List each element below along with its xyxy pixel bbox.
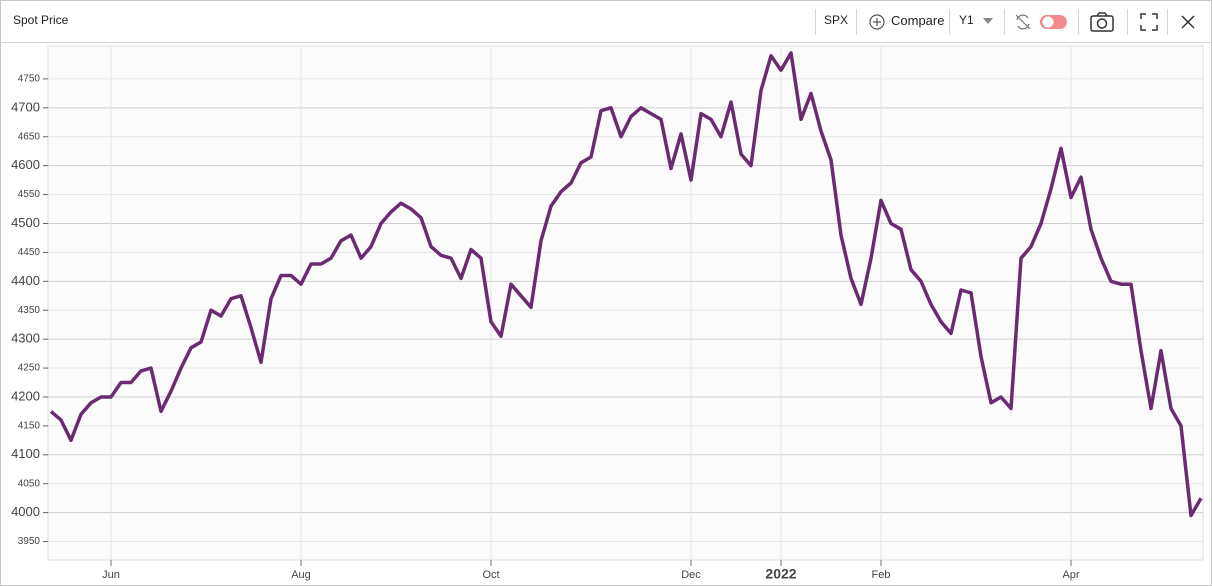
x-tick-label: Jun [102,569,120,581]
separator [1167,9,1168,35]
symbol-button[interactable]: SPX [824,13,849,27]
y-tick-label: 4200 [11,388,40,403]
x-tick-label: 2022 [765,566,796,582]
y-tick-label: 4100 [11,446,40,461]
dropdown-arrow[interactable] [982,17,994,25]
sync-icon[interactable] [1013,12,1033,32]
separator [949,9,950,35]
separator [815,9,816,35]
y-tick-label: 4600 [11,157,40,172]
y-tick-label: 3950 [18,536,41,547]
y-tick-label: 4350 [18,305,41,316]
x-tick-label: Feb [872,569,891,581]
plot-area [47,45,1204,561]
y-tick-label: 4750 [18,74,41,85]
price-line [49,51,1203,518]
y-tick-label: 4050 [18,478,41,489]
separator [856,9,857,35]
fullscreen-icon[interactable] [1140,13,1158,31]
compare-icon[interactable] [868,13,886,31]
camera-icon[interactable] [1089,11,1115,33]
toolbar: Spot Price SPX Compare Y1 [1,1,1211,43]
x-tick-label: Oct [482,569,499,581]
y-tick-label: 4500 [11,215,40,230]
y-tick-label: 4400 [11,273,40,288]
y-tick-label: 4300 [11,331,40,346]
separator [1127,9,1128,35]
chart-title: Spot Price [13,13,69,27]
y-tick-label: 4550 [18,189,41,200]
separator [1004,9,1005,35]
y-tick-label: 4250 [18,363,41,374]
toggle[interactable] [1039,13,1069,31]
chart: 3950 4000 4050 4100 4150 4200 4250 4300 4350 4400… [11,45,1204,582]
y-tick-label: 4150 [18,421,41,432]
x-tick-label: Aug [291,569,311,581]
y-tick-label: 4700 [11,99,40,114]
separator [1078,9,1079,35]
x-tick-label: Apr [1062,569,1079,581]
y-tick-label: 4000 [11,504,40,519]
x-tick-label: Dec [681,569,701,581]
y-tick-label: 4650 [18,131,41,142]
close-icon[interactable] [1180,14,1196,30]
compare-button[interactable]: Compare [891,13,945,28]
y-tick-label: 4450 [18,247,41,258]
axis-selector[interactable]: Y1 [959,13,974,27]
